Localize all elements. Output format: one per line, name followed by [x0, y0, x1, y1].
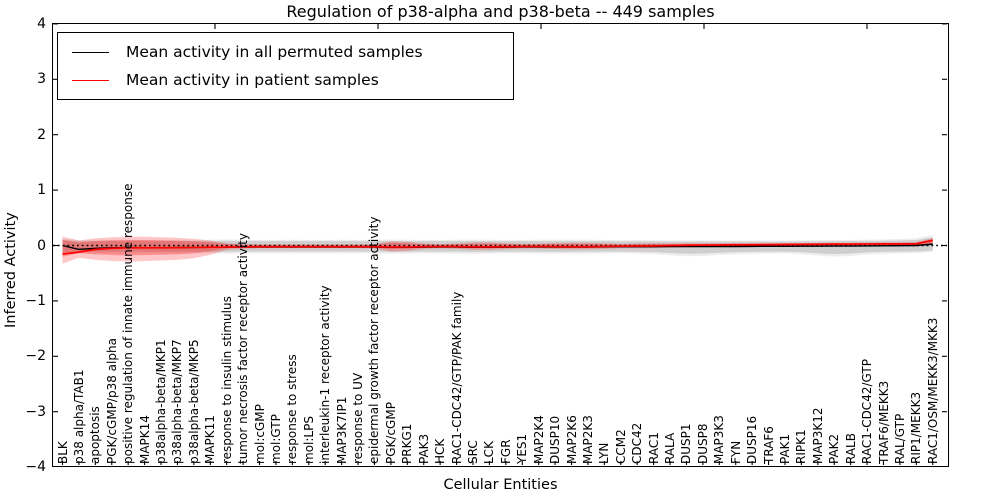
y-tick-label: −1 [25, 293, 46, 309]
x-tick-label: response to UV [351, 372, 366, 464]
x-tick-label: p38 alpha/TAB1 [71, 369, 86, 464]
x-tick-label: MAP3K7IP1 [334, 396, 349, 464]
x-tick-label: DUSP10 [548, 415, 563, 464]
legend: Mean activity in all permuted samples Me… [57, 32, 514, 100]
x-tick-label: apoptosis [88, 406, 103, 464]
x-tick-label: DUSP1 [679, 423, 694, 464]
x-tick-label: FGR [498, 439, 513, 464]
y-tick-label: −3 [25, 403, 46, 420]
x-axis-label: Cellular Entities [443, 477, 558, 493]
x-tick-label: positive regulation of innate immune res… [121, 183, 136, 464]
x-tick-label: mol:cGMP [252, 404, 267, 464]
y-tick-label: 1 [37, 182, 46, 199]
x-tick-label: BLK [55, 441, 70, 464]
y-tick-label: −4 [25, 459, 46, 476]
x-tick-label: p38alpha-beta/MKP7 [170, 339, 185, 464]
x-tick-label: DUSP16 [745, 415, 760, 464]
x-tick-label: TRAF6 [761, 426, 776, 464]
x-tick-label: mol:GTP [268, 414, 283, 464]
x-tick-label: p38alpha-beta/MKP1 [154, 339, 169, 464]
x-tick-label: RAC1/OSM/MEKK3/MKK3 [925, 317, 940, 464]
x-tick-label: RALB [843, 433, 858, 464]
x-tick-label: LCK [482, 441, 497, 464]
x-tick-label: RAL/GTP [892, 413, 907, 464]
x-tick-label: MAPK11 [203, 415, 218, 464]
legend-entry: Mean activity in all permuted samples [58, 38, 513, 66]
x-tick-label: CDC42 [630, 422, 645, 464]
x-tick-label: response to stress [285, 354, 300, 464]
x-tick-label: DUSP8 [695, 423, 710, 464]
x-tick-label: FYN [728, 440, 743, 464]
y-tick-label: −2 [25, 348, 46, 365]
chart-title: Regulation of p38-alpha and p38-beta -- … [286, 2, 715, 21]
x-tick-label: CCM2 [613, 429, 628, 464]
chart-canvas [53, 24, 947, 465]
permuted-band-outer [62, 235, 933, 257]
patient-line-sample-icon [72, 79, 109, 81]
x-tick-label: RAC1-CDC42/GTP [860, 359, 875, 464]
x-tick-label: RIPK1 [794, 429, 809, 464]
patient-mean-line [62, 239, 933, 255]
x-tick-label: interleukin-1 receptor activity [318, 285, 333, 464]
x-tick-label: PGK/cGMP/p38 alpha [104, 338, 119, 464]
x-tick-label: RAC1-CDC42/GTP/PAK family [449, 291, 464, 464]
x-tick-label: MAP3K12 [810, 407, 825, 464]
legend-entry: Mean activity in patient samples [58, 66, 513, 94]
legend-entry-label: Mean activity in all permuted samples [126, 43, 423, 61]
y-tick-label: 0 [37, 237, 46, 254]
x-tick-label: PRKG1 [400, 423, 415, 464]
x-tick-label: PGK/cGMP [383, 402, 398, 464]
y-tick-label: 2 [37, 126, 46, 143]
x-tick-label: PAK3 [416, 433, 431, 464]
x-tick-label: HCK [433, 438, 448, 464]
y-tick-label: 3 [37, 71, 46, 88]
x-tick-label: tumor necrosis factor receptor activity [236, 233, 251, 464]
x-tick-label: MAPK14 [137, 415, 152, 464]
plot-area: BLK p38 alpha/TAB1 apoptosis PGK/cGMP/p38 a… [52, 23, 949, 467]
x-tick-label: RIP1/MEKK3 [909, 391, 924, 464]
x-tick-label: LYN [597, 442, 612, 464]
x-tick-label: mol:LPS [301, 416, 316, 464]
permuted-band [62, 237, 933, 255]
patient-band-outer [62, 236, 933, 264]
x-tick-label: MAP2K3 [580, 415, 595, 464]
x-tick-label: MAP2K4 [531, 415, 546, 464]
x-tick-label: RALA [663, 432, 678, 464]
x-tick-label: RAC1 [646, 432, 661, 464]
x-tick-label: epidermal growth factor receptor activit… [367, 216, 382, 464]
x-tick-label: MAP3K3 [712, 415, 727, 464]
x-tick-label: PAK2 [827, 433, 842, 464]
permuted-line-sample-icon [72, 51, 109, 53]
x-tick-label: PAK1 [777, 433, 792, 464]
x-tick-label: TRAF6/MEKK3 [876, 380, 891, 464]
x-tick-label: SRC [466, 440, 480, 464]
x-tick-label: YES1 [515, 433, 530, 464]
legend-entry-label: Mean activity in patient samples [126, 71, 379, 89]
y-tick-label: 4 [37, 16, 46, 32]
x-tick-label: response to insulin stimulus [219, 296, 234, 464]
x-tick-label: MAP2K6 [564, 415, 579, 464]
x-tick-label: p38alpha-beta/MKP5 [186, 339, 201, 464]
